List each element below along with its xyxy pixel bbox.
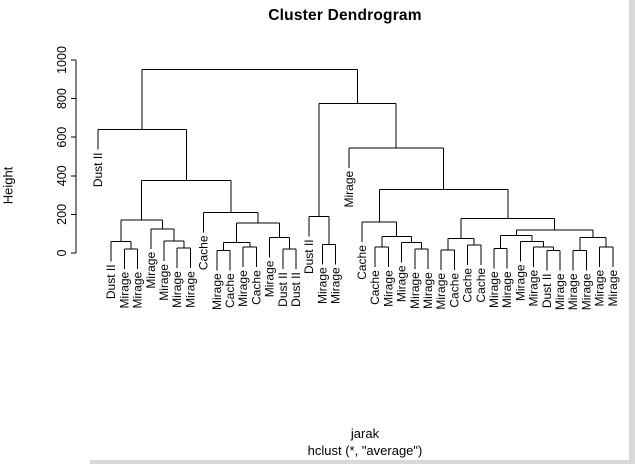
leaf-label: Mirage (157, 264, 171, 301)
leaf-label: Mirage (408, 272, 422, 309)
leaf-label: Mirage (131, 271, 145, 308)
leaf-label: Mirage (434, 273, 448, 310)
leaf-label: Mirage (593, 270, 607, 307)
y-axis-tick-label: 0 (55, 249, 69, 256)
leaf-label: Dust II (91, 152, 105, 187)
leaf-label: Mirage (566, 273, 580, 310)
y-axis-tick-label: 600 (55, 127, 69, 148)
y-axis-tick-label: 1000 (55, 46, 69, 74)
leaf-label: Cache (461, 268, 475, 303)
leaf-label: Mirage (236, 270, 250, 307)
y-axis-tick-label: 200 (55, 204, 69, 225)
leaf-label: Cache (474, 268, 488, 303)
y-axis-tick-label: 400 (55, 165, 69, 186)
leaf-label: Mirage (513, 264, 527, 301)
leaf-label: Dust II (276, 272, 290, 307)
leaf-label: Dust II (104, 264, 118, 299)
leaf-label: Mirage (553, 273, 567, 310)
leaf-label: Mirage (210, 273, 224, 310)
leaf-label: Mirage (500, 271, 514, 308)
leaf-label: Mirage (329, 267, 343, 304)
leaf-label: Mirage (606, 270, 620, 307)
leaf-label: Cache (368, 270, 382, 305)
leaf-label: Mirage (381, 270, 395, 307)
leaf-label: Mirage (170, 271, 184, 308)
x-axis-title: jarak (350, 426, 380, 441)
leaf-label: Mirage (527, 270, 541, 307)
chart-title: Cluster Dendrogram (268, 7, 422, 24)
leaf-label: Mirage (487, 271, 501, 308)
leaf-label: Dust II (540, 273, 554, 308)
leaf-label: Cache (447, 273, 461, 308)
leaf-label: Mirage (315, 267, 329, 304)
leaf-label: Dust II (302, 239, 316, 274)
leaf-label: Cache (249, 270, 263, 305)
leaf-label: Mirage (579, 273, 593, 310)
leaf-label: Mirage (263, 260, 277, 297)
leaf-label: Cache (223, 273, 237, 308)
x-axis-subtitle: hclust (*, "average") (307, 443, 423, 458)
window-edge-right (629, 0, 635, 464)
leaf-label: Mirage (342, 170, 356, 207)
y-axis-tick-label: 800 (55, 88, 69, 109)
leaf-label: Mirage (395, 265, 409, 302)
window-edge-bottom (90, 460, 635, 464)
leaf-label: Mirage (144, 252, 158, 289)
leaf-label: Cache (355, 245, 369, 280)
leaf-label: Cache (197, 235, 211, 270)
leaf-label: Mirage (117, 271, 131, 308)
leaf-label: Dust II (289, 272, 303, 307)
leaf-label: Mirage (183, 271, 197, 308)
leaf-label: Mirage (421, 272, 435, 309)
